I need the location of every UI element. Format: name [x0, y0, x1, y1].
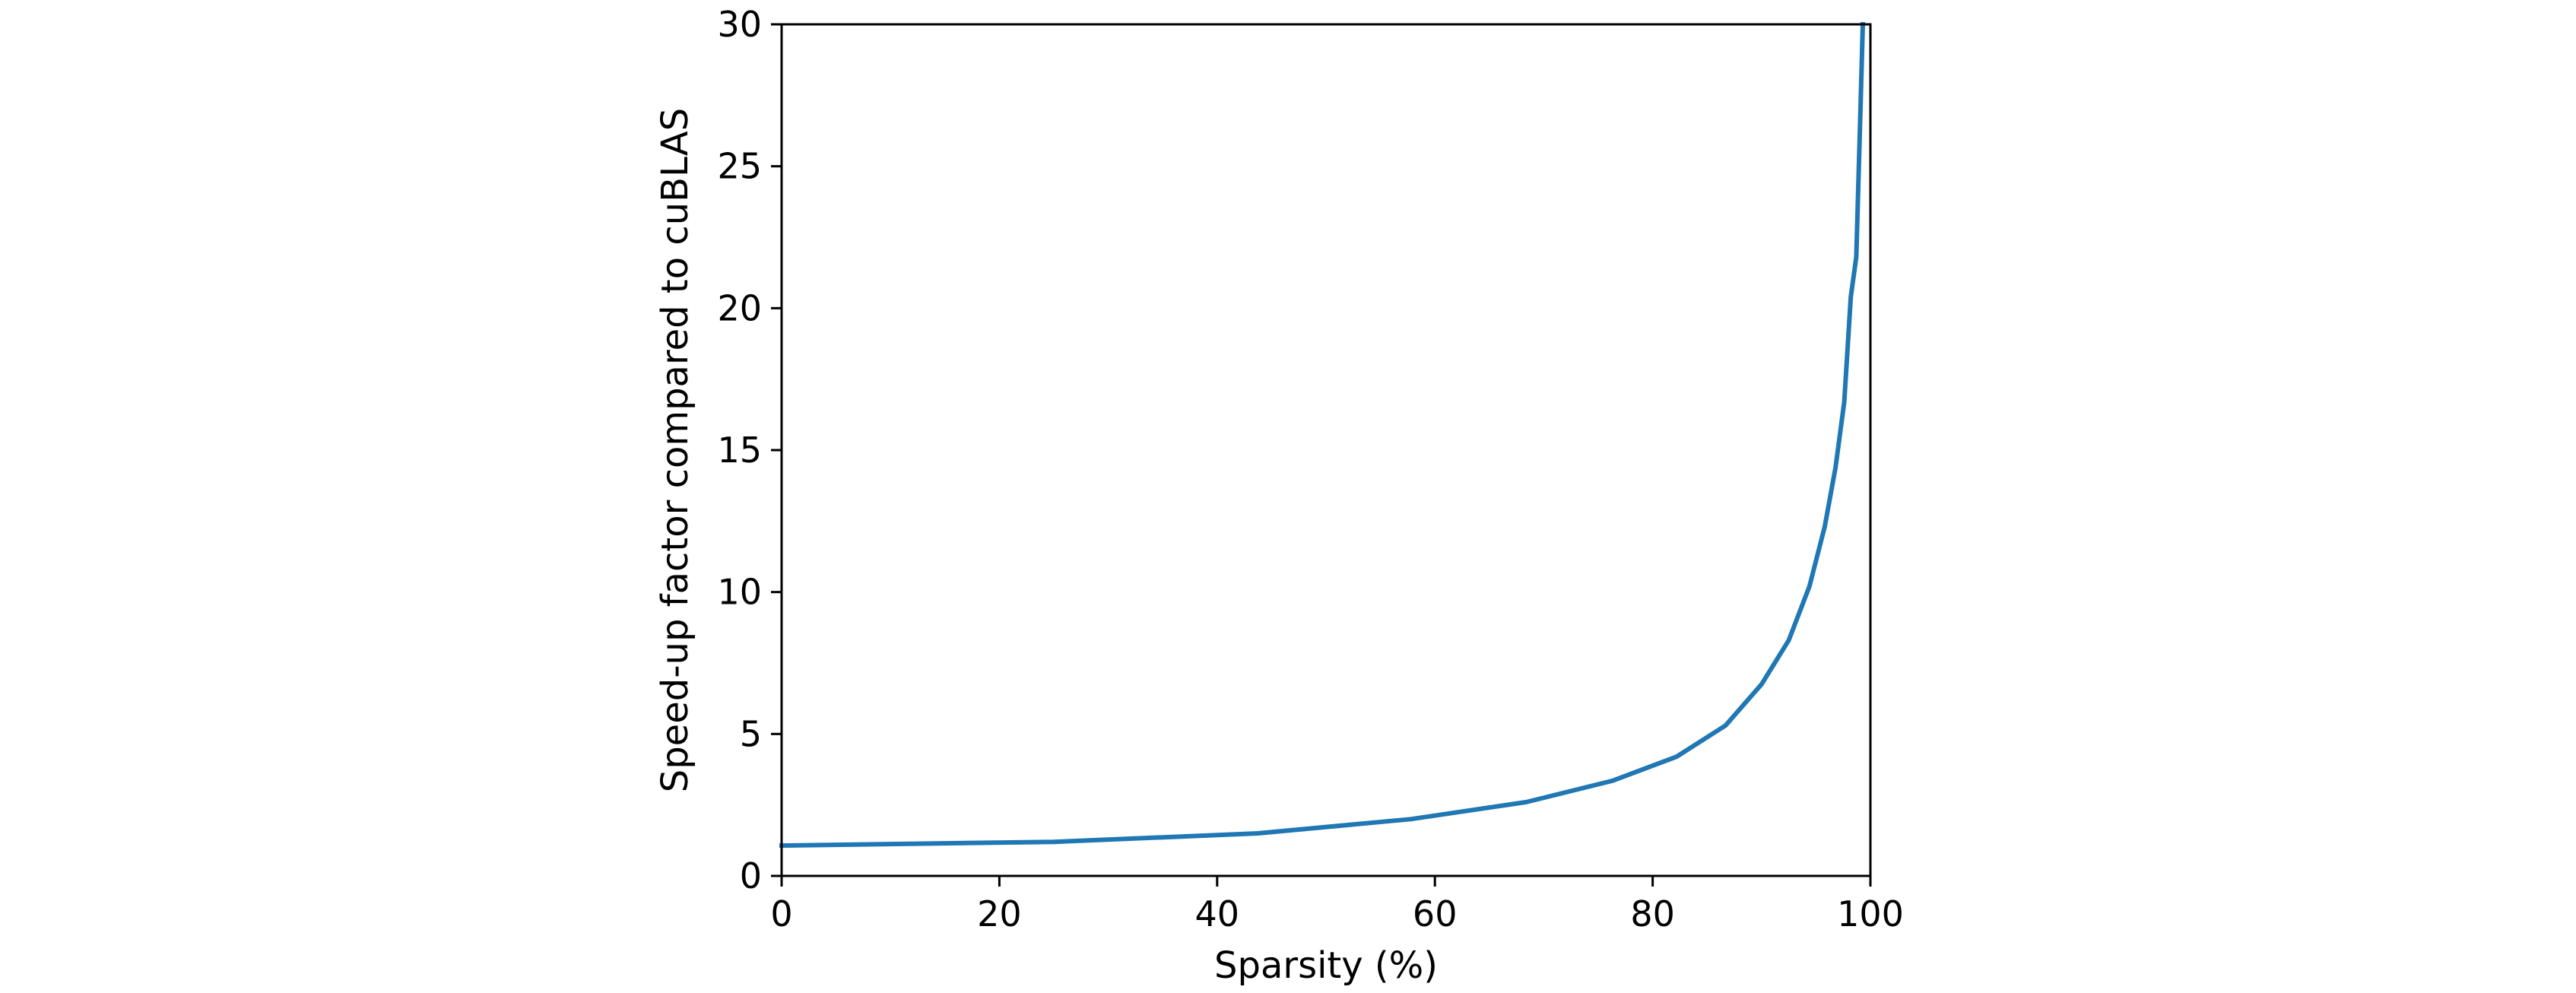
series-layer — [779, 21, 1866, 849]
x-axis-label: Sparsity (%) — [1214, 944, 1438, 987]
y-tick-label: 15 — [717, 430, 762, 471]
y-tick-label: 5 — [740, 713, 762, 754]
x-tick-label: 60 — [1413, 893, 1458, 934]
x-tick-label: 100 — [1837, 893, 1904, 934]
y-tick-label: 10 — [717, 572, 762, 613]
y-tick-label: 0 — [740, 855, 762, 896]
x-tick-label: 80 — [1630, 893, 1675, 934]
y-tick-label: 20 — [717, 287, 762, 328]
x-tick-label: 20 — [977, 893, 1022, 934]
series-line — [779, 21, 1866, 849]
axis-ticks: 0 20 40 60 80 100 0 5 10 15 20 25 30 — [717, 4, 1903, 934]
x-tick-label: 0 — [770, 893, 792, 934]
y-tick-label: 30 — [717, 4, 762, 45]
x-tick-label: 40 — [1195, 893, 1240, 934]
y-axis-label: Speed-up factor compared to cuBLAS — [654, 108, 696, 793]
plot-frame — [780, 23, 1872, 877]
y-tick-label: 25 — [717, 146, 762, 187]
